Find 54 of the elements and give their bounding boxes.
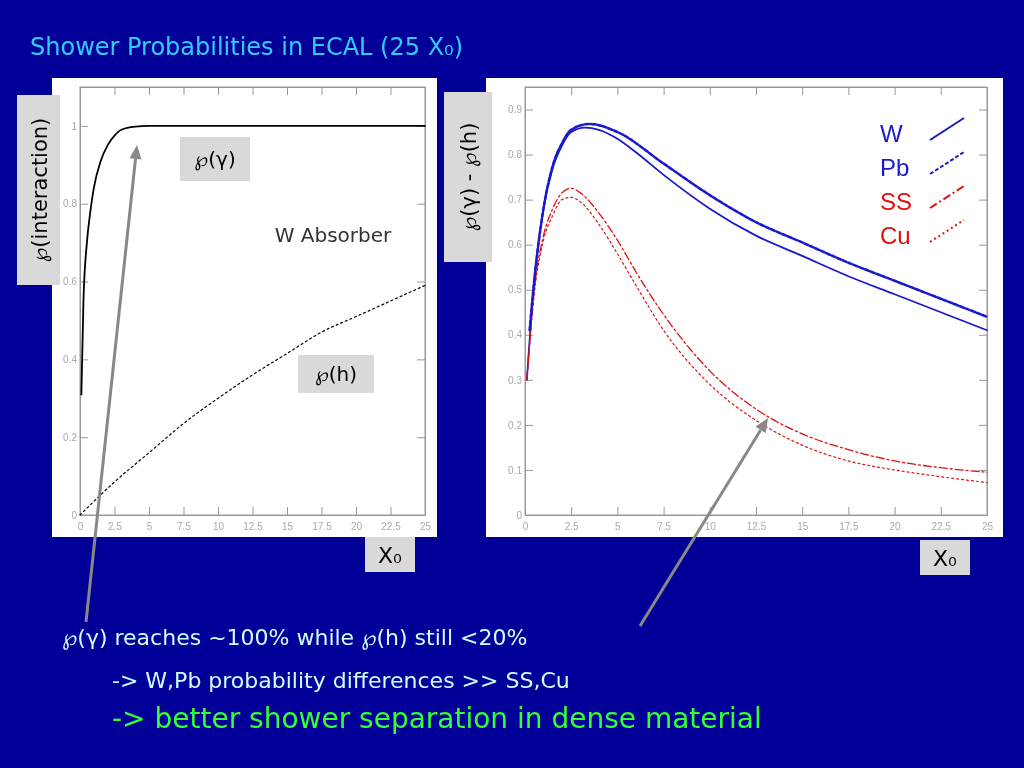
x-axis-title: X₀ [378, 542, 403, 568]
y-tick-label: 0.6 [63, 276, 78, 288]
legend-label: Cu [880, 222, 911, 249]
x-tick-label: 20 [889, 521, 902, 532]
text: -> W,Pb probability differences >> SS,Cu [112, 668, 570, 693]
line-series [80, 125, 426, 396]
x-tick-label: 20 [350, 521, 363, 532]
text: ℘(γ) reaches ~100% while ℘(h) still <20% [62, 625, 528, 650]
x-tick-label: 17.5 [312, 521, 333, 532]
y-axis-title: ℘(interaction) [27, 117, 52, 263]
x-tick-label: 12.5 [746, 521, 767, 532]
annotation: W Absorber [274, 223, 393, 247]
text: -> better shower separation in dense material [112, 702, 762, 735]
y-tick-label: 0.6 [508, 239, 523, 251]
y-tick-label: 0.7 [508, 194, 523, 206]
x-tick-label: 10 [704, 521, 717, 532]
x-tick-label: 10 [212, 521, 225, 532]
chart-title: Shower Probabilities in ECAL (25 X₀) [30, 33, 464, 61]
x-tick-label: 22.5 [381, 521, 402, 532]
x-tick-label: 15 [797, 521, 809, 532]
y-tick-label: 0.1 [508, 464, 523, 476]
legend-label: Pb [880, 154, 910, 181]
y-tick-label: 0.5 [508, 284, 523, 296]
y-tick-label: 0.8 [508, 149, 523, 161]
x-tick-label: 7.5 [177, 521, 192, 532]
line-series [525, 126, 988, 381]
y-tick-label: 1 [71, 120, 78, 132]
x-tick-label: 2.5 [108, 521, 123, 532]
y-axis-title: ℘(γ) - ℘(h) [457, 122, 481, 232]
x-tick-label: 22.5 [931, 521, 952, 532]
x-tick-label: 25 [419, 521, 432, 532]
legend-label: SS [880, 188, 913, 215]
y-tick-label: 0 [71, 509, 78, 521]
y-tick-label: 0.3 [508, 374, 523, 386]
x-tick-label: 15 [281, 521, 294, 532]
x-tick-label: 2.5 [564, 521, 580, 532]
x-tick-label: 25 [981, 521, 994, 532]
y-tick-label: 0.8 [63, 198, 78, 210]
y-tick-label: 0.9 [508, 104, 523, 116]
x-tick-label: 17.5 [839, 521, 860, 532]
legend-label: W [880, 120, 903, 147]
y-tick-label: 0.2 [63, 431, 78, 443]
x-axis-title: X₀ [933, 545, 958, 571]
y-tick-label: 0.2 [508, 419, 523, 431]
line-series [79, 284, 426, 516]
series-label: ℘(γ) [194, 147, 236, 171]
y-tick-label: 0 [516, 509, 523, 521]
series-label: ℘(h) [314, 362, 358, 386]
y-tick-label: 0.4 [63, 354, 78, 366]
x-tick-label: 5 [146, 521, 153, 532]
x-tick-label: 12.5 [243, 521, 264, 532]
y-tick-label: 0.4 [508, 329, 523, 341]
x-tick-label: 7.5 [657, 521, 672, 532]
x-tick-label: 5 [615, 521, 622, 532]
